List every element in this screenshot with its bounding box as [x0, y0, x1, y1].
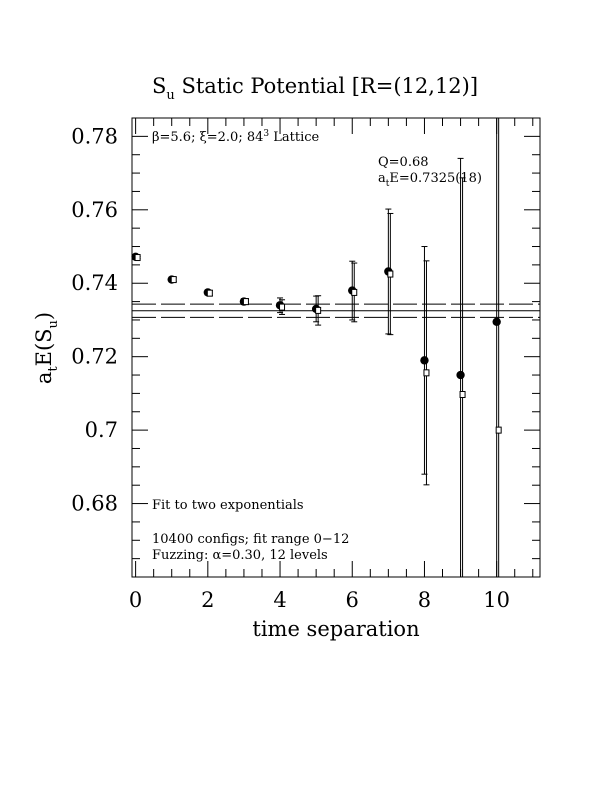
data-point-square	[206, 289, 213, 297]
fit-type-annotation: Fit to two exponentials	[152, 498, 304, 513]
data-point-square	[242, 298, 249, 306]
data-point-square	[170, 276, 177, 284]
plot-frame	[131, 117, 541, 578]
data-point-square	[351, 288, 358, 296]
x-tick-label: 6	[346, 588, 359, 612]
lattice-annotation: β=5.6; ξ=2.0; 843 Lattice	[152, 129, 320, 145]
data-point-square	[134, 254, 141, 262]
fit-result-annotation: atE=0.7325(18)	[378, 171, 482, 189]
data-point-circle	[420, 356, 429, 365]
y-tick-label: 0.74	[71, 271, 118, 295]
series-open-squares	[134, 118, 502, 577]
data-point-circle	[492, 317, 501, 326]
x-tick-label: 8	[418, 588, 431, 612]
data-point-square	[315, 306, 322, 314]
fuzzing-annotation: Fuzzing: α=0.30, 12 levels	[152, 548, 328, 563]
data-point-square	[495, 426, 502, 434]
y-tick-labels: 0.68 0.7 0.72 0.74 0.76 0.78	[71, 124, 118, 515]
x-tick-label: 10	[483, 588, 510, 612]
x-tick-label: 4	[273, 588, 286, 612]
chart-title: Su Static Potential [R=(12,12)]	[152, 74, 478, 103]
data-point-square	[459, 391, 466, 399]
configs-annotation: 10400 configs; fit range 0−12	[152, 532, 349, 547]
y-axis-label: atE(Su)	[32, 312, 61, 384]
x-tick-label: 2	[201, 588, 214, 612]
data-point-circle	[456, 370, 465, 380]
y-tick-label: 0.68	[71, 492, 118, 516]
q-annotation: Q=0.68	[378, 155, 429, 170]
y-tick-label: 0.72	[71, 345, 118, 369]
data-point-square	[279, 303, 286, 311]
x-tick-label: 0	[129, 588, 142, 612]
data-point-square	[387, 270, 394, 278]
y-tick-label: 0.78	[71, 124, 118, 148]
x-tick-labels: 0 2 4 6 8 10	[129, 588, 510, 612]
x-axis-label: time separation	[252, 617, 419, 641]
data-point-square	[423, 369, 430, 377]
fit-band	[132, 303, 540, 318]
y-tick-label: 0.76	[71, 198, 118, 222]
y-tick-label: 0.7	[85, 418, 118, 442]
